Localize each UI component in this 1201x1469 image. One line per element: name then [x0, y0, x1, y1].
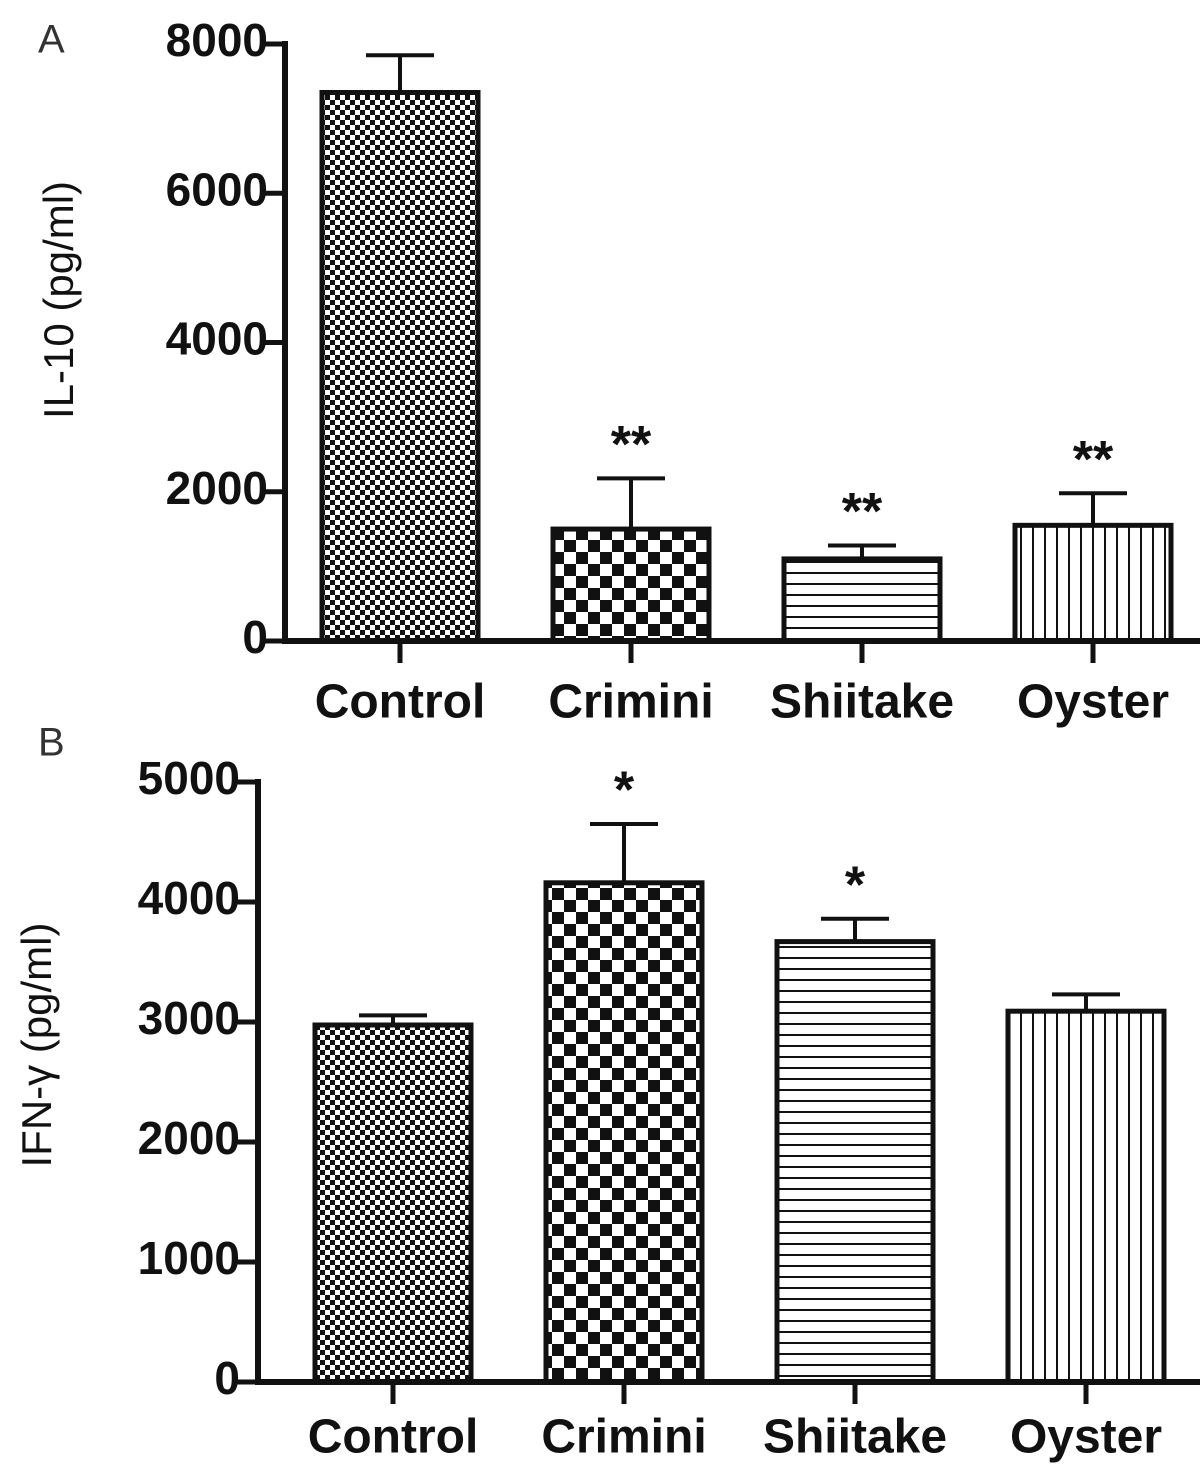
x-tick-label: Shiitake [770, 676, 954, 729]
y-tick-label: 4000 [138, 872, 240, 924]
y-tick-label: 4000 [166, 313, 268, 365]
y-tick-label: 0 [214, 1352, 240, 1404]
y-tick-label: 2000 [166, 462, 268, 514]
annotation: ** [842, 483, 883, 541]
bar [543, 880, 705, 1385]
y-tick-label: 1000 [138, 1232, 240, 1284]
x-tick-label: Control [308, 1411, 479, 1464]
y-tick-label: 6000 [166, 163, 268, 215]
x-tick-label: Oyster [1017, 676, 1169, 729]
x-tick-label: Crimini [548, 676, 713, 729]
panel-label: A [38, 18, 65, 62]
bar [312, 1022, 474, 1385]
y-tick-label: 8000 [166, 14, 268, 66]
annotation: * [845, 857, 866, 915]
bar [781, 556, 943, 644]
bar [1012, 522, 1174, 644]
annotation: ** [1073, 431, 1114, 489]
y-tick-label: 5000 [138, 752, 240, 804]
y-tick-label: 2000 [138, 1112, 240, 1164]
annotation: * [614, 762, 635, 820]
x-tick-label: Shiitake [763, 1411, 947, 1464]
y-tick-label: 3000 [138, 992, 240, 1044]
x-tick-label: Control [315, 676, 486, 729]
bar [319, 90, 481, 644]
y-axis-label: IFN-γ (pg/ml) [13, 923, 60, 1168]
bar [774, 939, 936, 1385]
panel-label: B [38, 721, 65, 765]
y-axis-label: IL-10 (pg/ml) [35, 181, 82, 419]
y-tick-label: 0 [242, 611, 268, 663]
bar [1005, 1008, 1167, 1385]
annotation: ** [611, 416, 652, 474]
x-tick-label: Crimini [541, 1411, 706, 1464]
x-tick-label: Oyster [1010, 1411, 1162, 1464]
bar [550, 526, 712, 644]
